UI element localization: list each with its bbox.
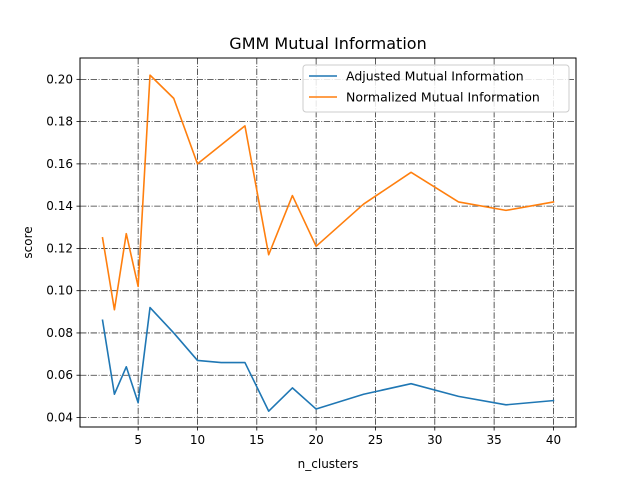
x-tick-label: 5 <box>134 433 142 447</box>
x-tick-label: 10 <box>190 433 205 447</box>
grid-layer <box>80 58 576 427</box>
x-tick-label: 25 <box>368 433 383 447</box>
x-tick-label: 30 <box>427 433 442 447</box>
y-tick-label: 0.04 <box>46 410 73 424</box>
x-tick-label: 35 <box>486 433 501 447</box>
y-tick-label: 0.10 <box>46 284 73 298</box>
x-tick-label: 20 <box>308 433 323 447</box>
tick-layer: 5 10 15 20 25 30 35 40 0.04 0.06 0.08 0.10 0.12 0.14 0… <box>46 72 561 447</box>
y-tick-label: 0.12 <box>46 241 73 255</box>
legend-box <box>302 64 570 113</box>
legend-label-1: Adjusted Mutual Information <box>346 69 524 84</box>
x-tick-label: 15 <box>249 433 264 447</box>
series-layer <box>101 74 555 412</box>
y-tick-label: 0.06 <box>46 368 73 382</box>
y-tick-label: 0.20 <box>46 72 73 86</box>
legend: Adjusted Mutual Information Normalized Mu… <box>302 64 570 113</box>
x-tick-label: 40 <box>546 433 561 447</box>
y-tick-label: 0.16 <box>46 157 73 171</box>
plot-frame <box>79 57 577 428</box>
y-tick-label: 0.14 <box>46 199 73 213</box>
chart-title: GMM Mutual Information <box>229 34 426 53</box>
y-tick-label: 0.18 <box>46 115 73 129</box>
x-axis-label: n_clusters <box>298 457 359 471</box>
series-line-2 <box>101 74 555 311</box>
series-line-1 <box>101 306 555 412</box>
legend-label-2: Normalized Mutual Information <box>346 90 540 105</box>
y-axis-label: score <box>21 226 35 258</box>
y-tick-label: 0.08 <box>46 326 73 340</box>
